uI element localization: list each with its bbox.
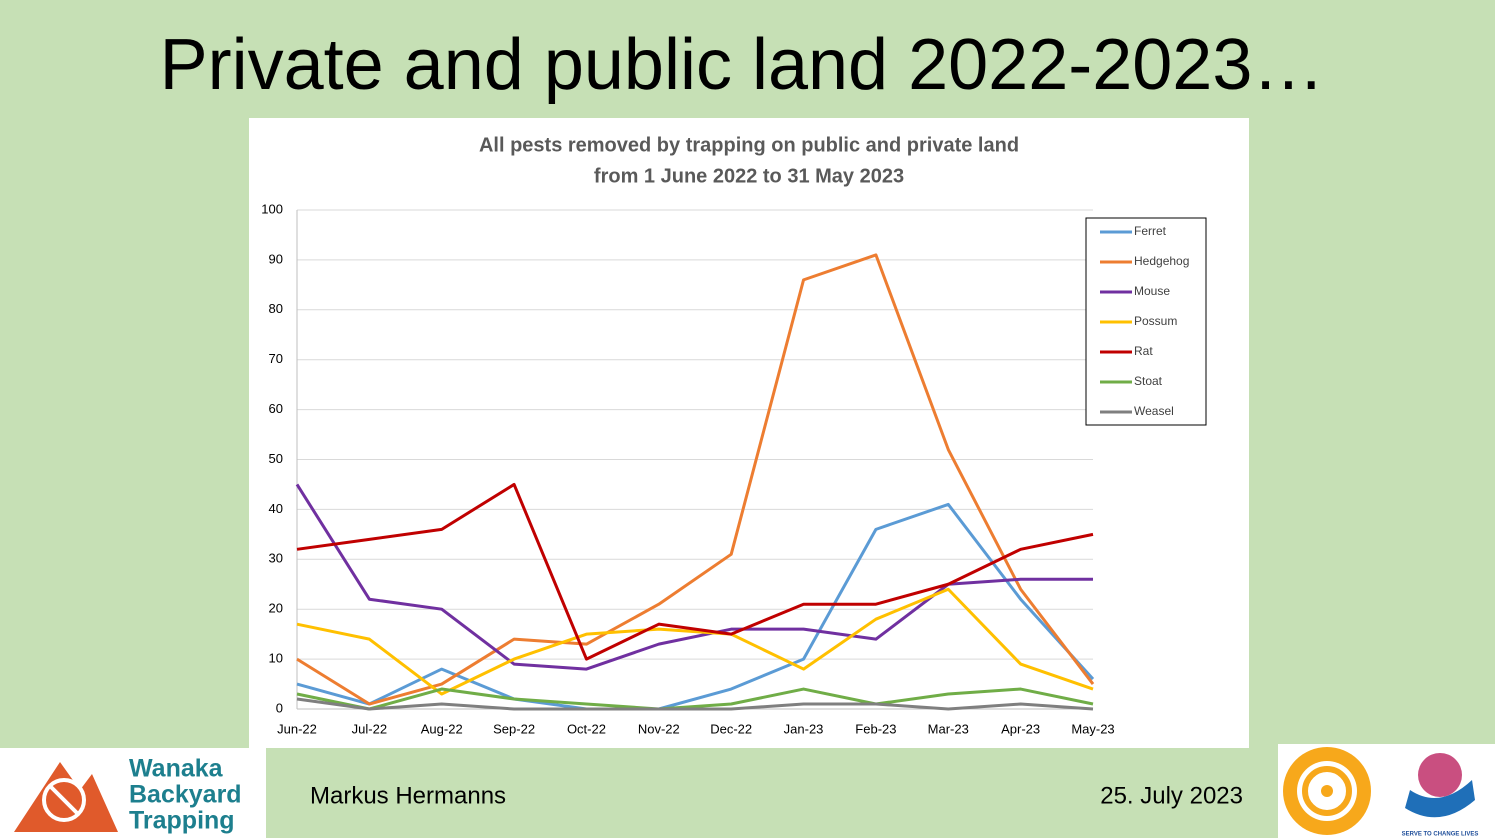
series-line [296, 502, 1095, 711]
rotary-globe [1418, 753, 1462, 797]
chart-title: All pests removed by trapping on public … [479, 134, 1019, 156]
legend-label: Hedgehog [1134, 254, 1189, 268]
x-tick-label: May-23 [1071, 721, 1114, 736]
footer-date: 25. July 2023 [1100, 782, 1243, 809]
wanaka-logo-circle [42, 778, 86, 822]
rotary-motto: SERVE TO CHANGE LIVES [1402, 832, 1479, 838]
x-tick-label: Apr-23 [1001, 721, 1040, 736]
legend-label: Possum [1134, 314, 1177, 328]
x-tick-label: Dec-22 [710, 721, 752, 736]
rotary-wheel-rim [1302, 766, 1352, 816]
legend-label: Ferret [1134, 224, 1167, 238]
chart-title: from 1 June 2022 to 31 May 2023 [594, 165, 904, 187]
wanaka-logo-slash [48, 784, 80, 816]
footer-author: Markus Hermanns [310, 782, 506, 809]
chart: All pests removed by trapping on public … [261, 134, 1207, 736]
y-tick-label: 80 [269, 301, 283, 316]
series-line [296, 253, 1095, 706]
legend-label: Weasel [1134, 404, 1174, 418]
rotary-hand [1405, 780, 1475, 818]
y-tick-label: 10 [269, 651, 283, 666]
x-tick-label: Jan-23 [784, 721, 824, 736]
wanaka-logo-text: Backyard [129, 781, 242, 809]
y-tick-label: 40 [269, 501, 283, 516]
y-tick-label: 60 [269, 401, 283, 416]
x-tick-label: Oct-22 [567, 721, 606, 736]
series-line [296, 687, 1094, 711]
series-line [296, 697, 1094, 711]
y-tick-label: 0 [276, 700, 283, 715]
wanaka-logo-mountain [14, 762, 118, 832]
rotary-wheel-hub [1321, 785, 1333, 797]
wanaka-logo-text: Trapping [129, 807, 235, 835]
x-tick-label: Jul-22 [352, 721, 387, 736]
x-tick-label: Mar-23 [928, 721, 969, 736]
series-line [295, 483, 1093, 671]
y-tick-label: 30 [269, 551, 283, 566]
chart-area [249, 118, 1249, 748]
x-tick-label: Jun-22 [277, 721, 317, 736]
legend-label: Mouse [1134, 284, 1170, 298]
x-tick-label: Sep-22 [493, 721, 535, 736]
y-tick-label: 50 [269, 451, 283, 466]
legend-label: Stoat [1134, 374, 1163, 388]
legend-label: Rat [1134, 344, 1153, 358]
x-tick-label: Nov-22 [638, 721, 680, 736]
x-tick-label: Feb-23 [855, 721, 896, 736]
wanaka-logo-text: Wanaka [129, 755, 224, 783]
series-line [296, 587, 1094, 696]
y-tick-label: 100 [261, 201, 283, 216]
y-tick-label: 20 [269, 601, 283, 616]
slide-title: Private and public land 2022-2023… [160, 25, 1325, 105]
y-tick-label: 70 [269, 351, 283, 366]
y-tick-label: 90 [269, 251, 283, 266]
series-line [296, 482, 1094, 661]
x-tick-label: Aug-22 [421, 721, 463, 736]
